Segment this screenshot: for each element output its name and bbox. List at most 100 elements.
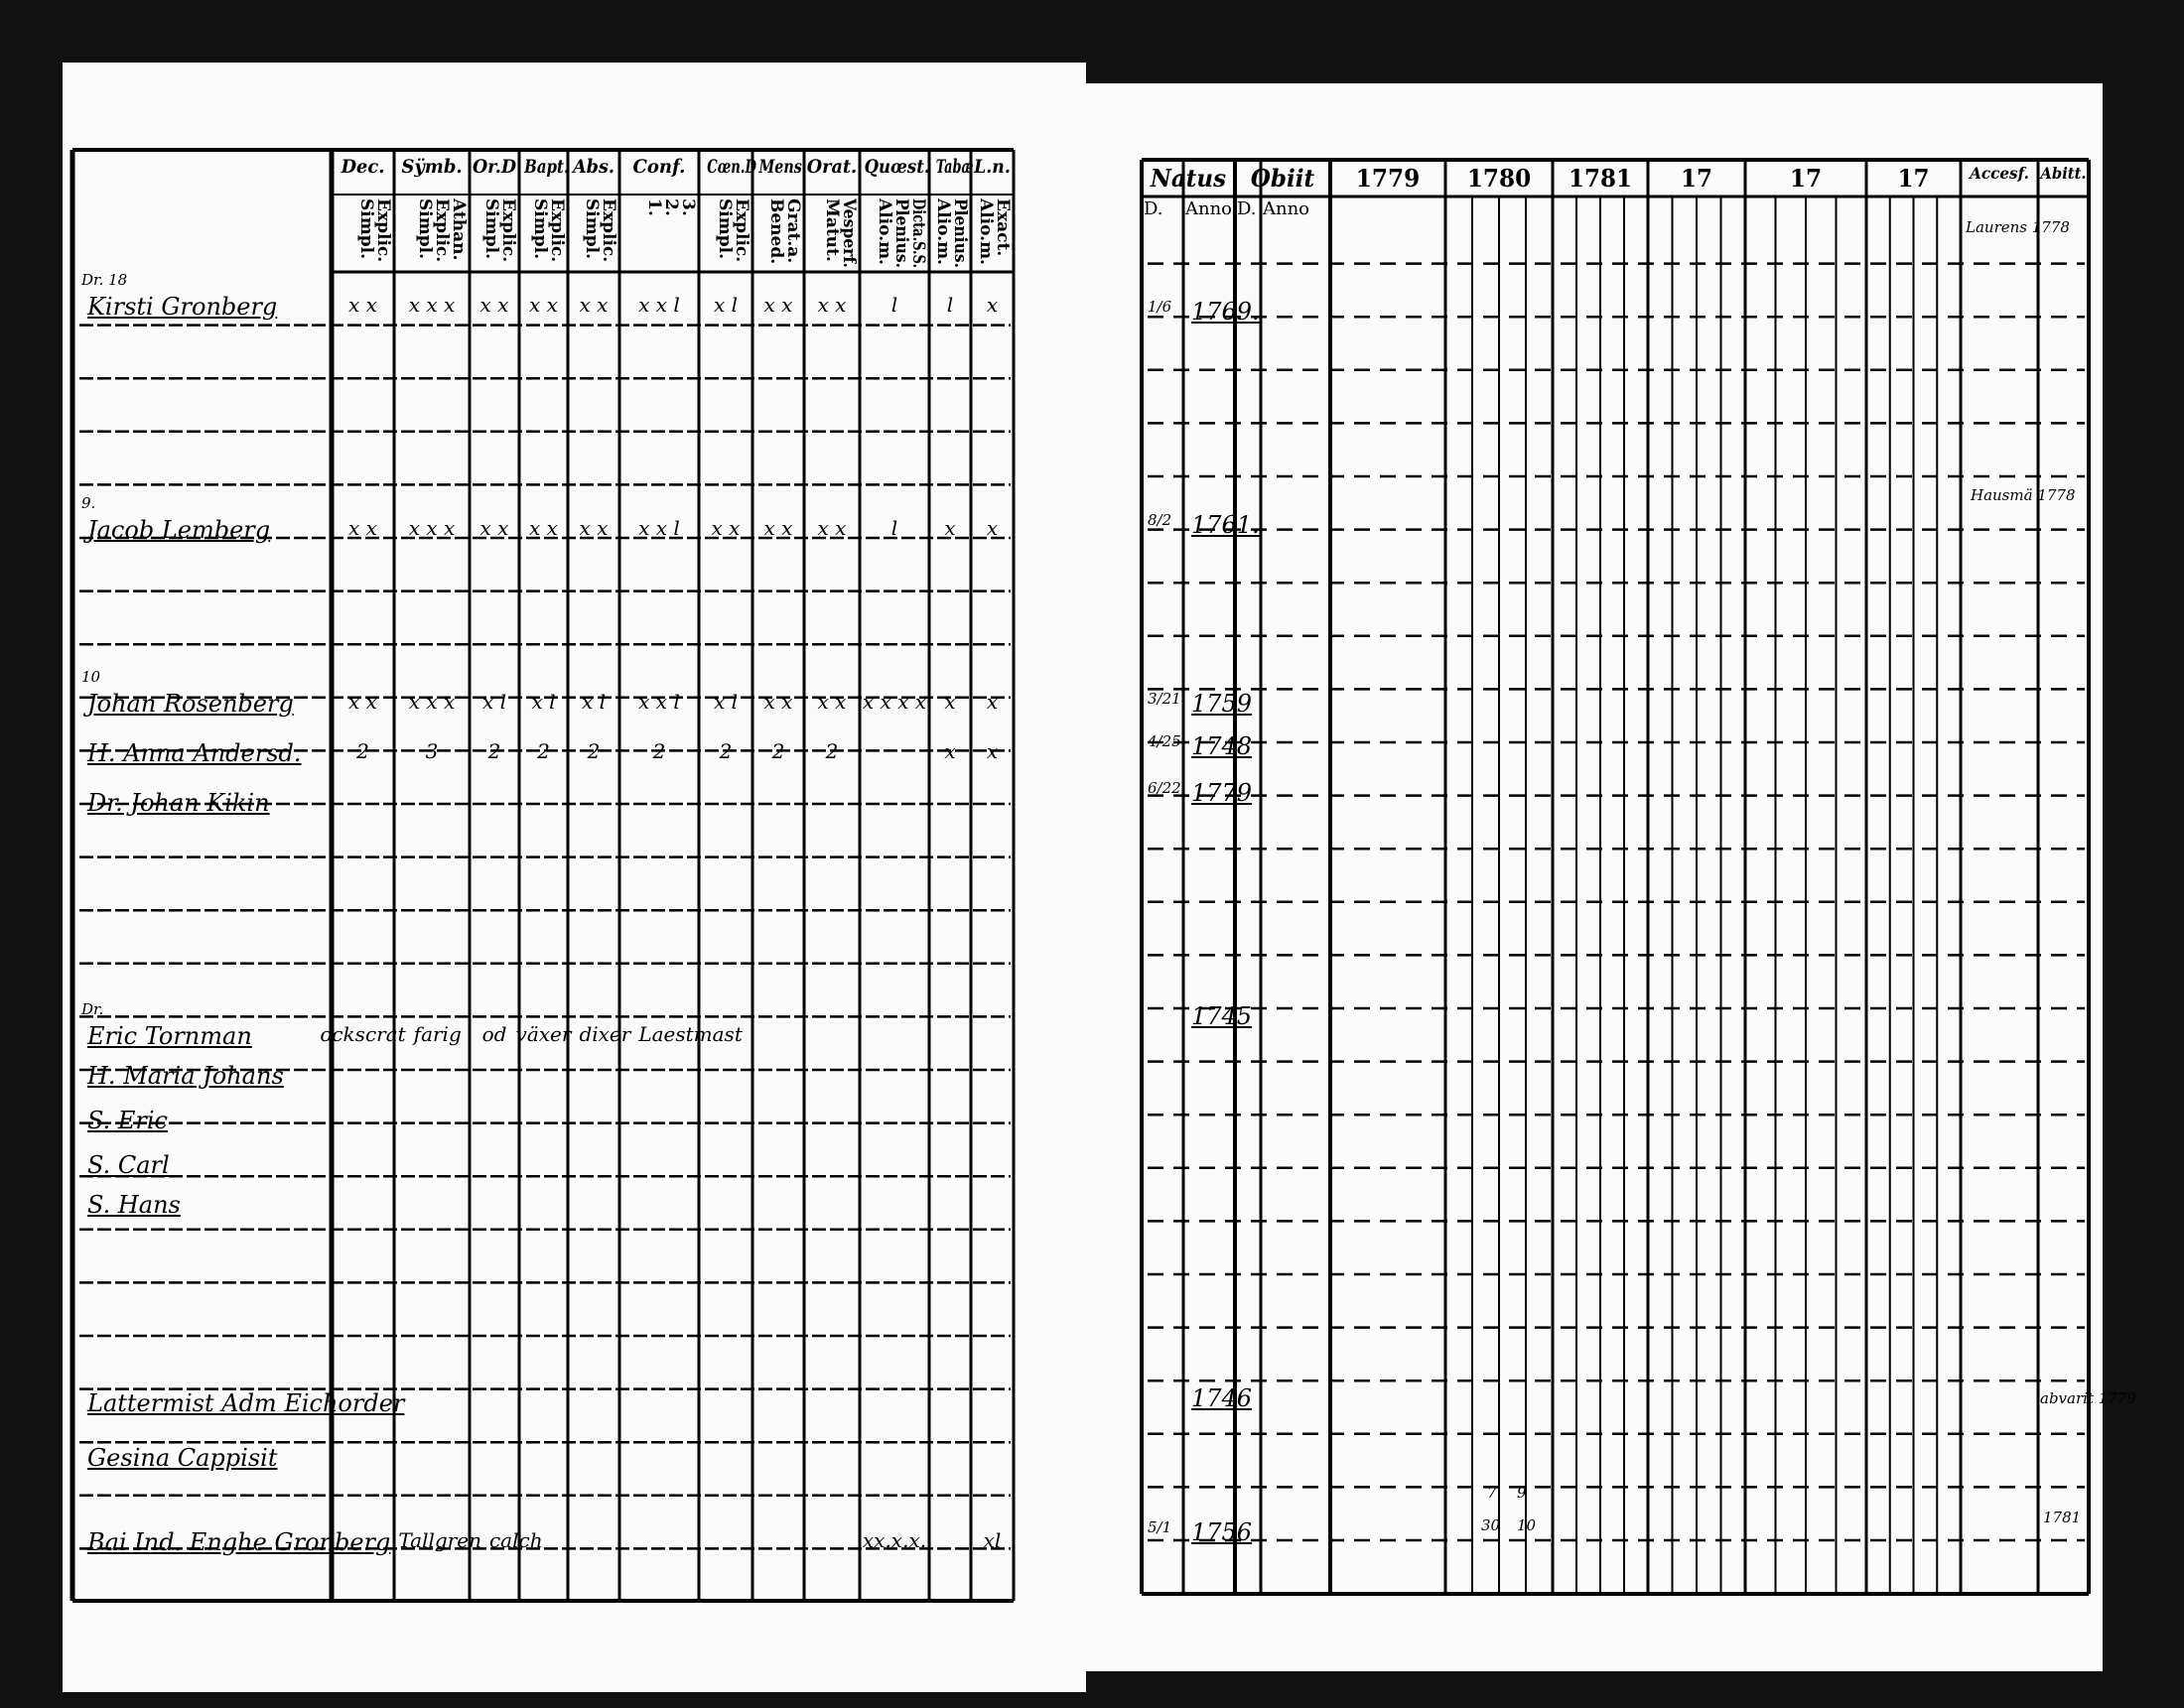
column-header: Obiit bbox=[1250, 164, 1315, 193]
exam-mark: xx.x.x. bbox=[862, 1528, 927, 1552]
entry-name: Gesina Cappisit bbox=[87, 1444, 278, 1472]
exam-mark: x x x bbox=[408, 516, 456, 540]
column-subheader: Anno bbox=[1263, 198, 1310, 219]
column-subheader: Simpl. bbox=[582, 198, 602, 259]
column-subheader: Alio.m. bbox=[976, 198, 996, 265]
entry-number: 10 bbox=[81, 668, 101, 686]
column-header: 1781 bbox=[1568, 164, 1632, 193]
column-subheader: Dicta.S.S. bbox=[908, 198, 928, 269]
column-subheader: Plenius. bbox=[950, 198, 970, 268]
birth-year: 1756 bbox=[1191, 1518, 1253, 1546]
column-header: 1780 bbox=[1466, 164, 1532, 193]
exam-mark: l bbox=[890, 516, 898, 540]
column-subheader: Explic. bbox=[599, 198, 618, 263]
column-subheader: Explic. bbox=[498, 198, 518, 263]
exam-mark: calch bbox=[488, 1528, 543, 1552]
abitt-note: abvarit 1779 bbox=[2040, 1389, 2136, 1407]
exam-mark: x bbox=[944, 690, 956, 714]
exam-mark: x x bbox=[817, 516, 847, 540]
exam-mark: x x bbox=[529, 293, 558, 317]
column-subheader: Explic. bbox=[547, 198, 567, 263]
exam-mark: x x l bbox=[638, 293, 680, 317]
exam-mark: dixer bbox=[579, 1022, 631, 1046]
column-header: Mens. bbox=[758, 156, 807, 178]
exam-mark: x x bbox=[817, 690, 847, 714]
column-subheader: Vesperf. bbox=[839, 198, 859, 268]
entry-number: Dr. 18 bbox=[81, 271, 128, 289]
column-header: Sÿmb. bbox=[401, 156, 463, 178]
exam-mark: x x x bbox=[408, 293, 456, 317]
entry-name: Dr. Johan Kikin bbox=[87, 789, 270, 817]
column-header: Accesf. bbox=[1970, 164, 2029, 183]
birth-day: 8/2 bbox=[1148, 511, 1172, 529]
column-header: Bapt. bbox=[524, 156, 570, 178]
column-header: 17 bbox=[1897, 164, 1930, 193]
exam-mark: x x bbox=[529, 516, 558, 540]
exam-mark: l bbox=[890, 293, 898, 317]
birth-day: 4/25 bbox=[1148, 732, 1181, 750]
column-header: Abitt. bbox=[2040, 164, 2087, 183]
column-subheader: Exact. bbox=[993, 198, 1013, 257]
column-header: Or.D bbox=[472, 156, 517, 178]
birth-year: 1746 bbox=[1191, 1384, 1253, 1412]
column-header: Abs. bbox=[573, 156, 614, 178]
exam-mark: x bbox=[986, 293, 999, 317]
birth-day: 5/1 bbox=[1148, 1518, 1172, 1536]
exam-mark: x x bbox=[579, 293, 609, 317]
exam-mark: Tallgren bbox=[398, 1528, 481, 1552]
exam-mark: x bbox=[944, 516, 956, 540]
entry-name: S. Carl bbox=[87, 1151, 170, 1179]
column-header: Tabæ bbox=[935, 156, 974, 178]
birth-day: 1/6 bbox=[1148, 298, 1172, 316]
abitt-note: 1781 bbox=[2043, 1509, 2082, 1526]
exam-mark: x bbox=[944, 739, 956, 763]
exam-mark: 2 bbox=[587, 739, 601, 763]
column-subheader: Explic. bbox=[432, 198, 452, 263]
year-mark: 30 bbox=[1481, 1516, 1501, 1534]
exam-mark: l bbox=[946, 293, 954, 317]
entry-number: 9. bbox=[81, 494, 96, 512]
birth-day: 6/22 bbox=[1148, 779, 1181, 797]
column-subheader: Anno bbox=[1185, 198, 1233, 219]
exam-mark: x x bbox=[763, 690, 793, 714]
column-subheader: D. bbox=[1144, 198, 1163, 219]
column-subheader: Simpl. bbox=[715, 198, 735, 259]
column-subheader: Simpl. bbox=[415, 198, 435, 259]
column-header: Cœn.D bbox=[707, 156, 756, 178]
column-subheader: Athan. bbox=[449, 198, 469, 261]
exam-mark: x x bbox=[763, 516, 793, 540]
exam-mark: x x bbox=[348, 293, 377, 317]
entry-name: Jacob Lemberg bbox=[87, 516, 271, 544]
birth-year: 1745 bbox=[1191, 1002, 1253, 1030]
exam-mark: 2 bbox=[652, 739, 666, 763]
column-header: Dec. bbox=[341, 156, 385, 178]
exam-mark: 3 bbox=[425, 739, 439, 763]
column-subheader: Explic. bbox=[732, 198, 751, 263]
exam-mark: x x x bbox=[408, 690, 456, 714]
exam-mark: x x l bbox=[638, 516, 680, 540]
column-header: 17 bbox=[1789, 164, 1823, 193]
column-subheader: Explic. bbox=[373, 198, 393, 263]
exam-mark: x bbox=[986, 690, 999, 714]
entry-name: S. Eric bbox=[87, 1107, 168, 1134]
entry-name: H. Maria Johans bbox=[87, 1062, 284, 1090]
exam-mark: 2 bbox=[537, 739, 550, 763]
birth-day: 3/21 bbox=[1148, 690, 1181, 708]
exam-mark: Laestmast bbox=[638, 1022, 743, 1046]
exam-mark: x bbox=[986, 516, 999, 540]
exam-mark: x x bbox=[817, 293, 847, 317]
exam-mark: 2 bbox=[771, 739, 785, 763]
exam-mark: x x bbox=[479, 516, 509, 540]
birth-year: 1759 bbox=[1191, 690, 1253, 718]
column-header: L.n. bbox=[974, 156, 1011, 178]
year-mark: 9 bbox=[1517, 1484, 1527, 1502]
exam-mark: 2 bbox=[719, 739, 733, 763]
entry-number: Dr. bbox=[81, 1000, 104, 1018]
exam-mark: ockscrat bbox=[320, 1022, 406, 1046]
exam-mark: x x bbox=[763, 293, 793, 317]
column-subheader: Simpl. bbox=[481, 198, 501, 259]
exam-mark: x l bbox=[713, 690, 739, 714]
exam-mark: 2 bbox=[487, 739, 501, 763]
column-header: Orat. bbox=[806, 156, 858, 178]
